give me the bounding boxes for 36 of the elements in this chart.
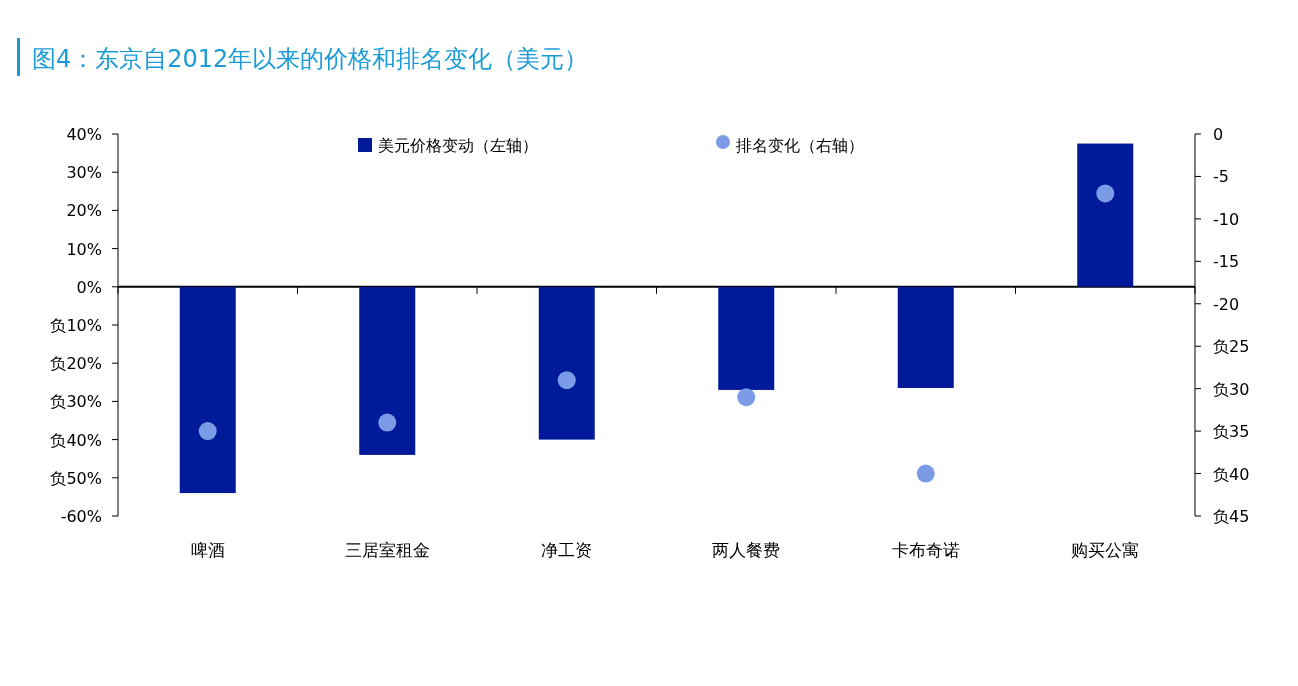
y-tick-label: 10% [66,239,102,259]
y-tick-label: 负10% [50,316,102,335]
y2-tick-label: 负40 [1213,464,1250,484]
y-tick-label: 负30% [50,392,102,412]
chart-title: 图4：东京自2012年以来的价格和排名变化（美元） [32,45,589,73]
y-tick-label: 0% [76,277,102,297]
y-tick-label: 负50% [50,468,102,488]
x-tick-label: 卡布奇诺 [891,540,960,560]
y2-tick-label: 负30 [1213,379,1250,399]
y-tick-label: 40% [66,125,102,144]
legend-label: 排名变化（右轴） [736,136,864,155]
y2-tick-label: 0 [1213,125,1224,144]
x-tick-label: 三居室租金 [344,540,430,560]
y-tick-label: -60% [60,507,102,526]
x-tick-label: 购买公寓 [1071,540,1140,560]
y-tick-label: 20% [66,201,102,221]
x-tick-label: 净工资 [541,540,593,560]
x-tick-label: 两人餐费 [712,540,781,560]
point [557,371,576,390]
y2-tick-label: 负35 [1213,422,1250,442]
y2-tick-label: 负25 [1213,337,1250,357]
point [378,413,397,432]
y2-tick-label: -5 [1213,167,1229,187]
y-tick-label: 30% [66,163,102,183]
x-tick-label: 啤酒 [190,540,225,560]
y2-tick-label: -15 [1213,252,1240,272]
y-tick-label: 负40% [50,430,102,450]
y-tick-label: 负20% [50,354,102,374]
point [916,464,935,483]
legend-label: 美元价格变动（左轴） [378,136,538,155]
point [1096,184,1115,203]
y2-tick-label: -10 [1213,209,1240,229]
y2-tick-label: -20 [1213,294,1240,314]
point [737,388,756,407]
point [198,422,217,441]
y2-tick-label: 负45 [1213,507,1250,526]
